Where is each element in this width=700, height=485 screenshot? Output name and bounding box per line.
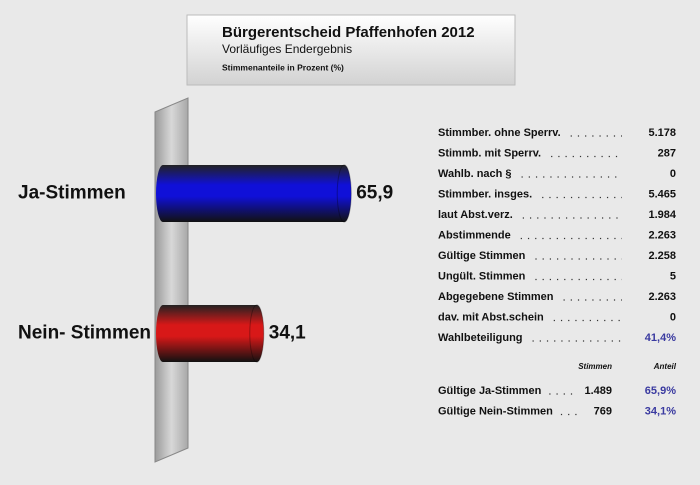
stat-value: 2.258 [648, 250, 676, 262]
stat-label: Gültige Stimmen [438, 250, 526, 262]
column-header: Anteil [653, 362, 677, 371]
stat-value: 5 [670, 270, 676, 282]
bar-cap [336, 164, 352, 223]
chart-note: Stimmenanteile in Prozent (%) [222, 62, 344, 72]
title-box [186, 14, 516, 86]
stat-value: 2.263 [648, 229, 676, 241]
stat-label: Ungült. Stimmen [438, 270, 526, 282]
stat-value: 1.984 [648, 209, 676, 221]
value-label: 34,1 [269, 323, 306, 344]
value-label: 65,9 [356, 183, 393, 204]
stat-label: dav. mit Abst.schein [438, 311, 544, 323]
chart-title: Bürgerentscheid Pfaffenhofen 2012 [222, 24, 475, 41]
stat-label: Wahlb. nach § [438, 168, 512, 180]
bar-base [156, 305, 170, 362]
result-votes: 1.489 [584, 385, 612, 397]
stat-value: 0 [670, 311, 676, 323]
bar [163, 305, 257, 362]
result-votes: 769 [594, 405, 612, 417]
stat-label: laut Abst.verz. [438, 209, 513, 221]
bar-base [156, 165, 170, 222]
result-label: Gültige Ja-Stimmen [438, 385, 542, 397]
bar-cap [249, 304, 265, 363]
stat-label: Abgegebene Stimmen [438, 291, 554, 303]
category-label: Ja-Stimmen [18, 183, 126, 204]
stat-label: Stimmb. mit Sperrv. [438, 147, 541, 159]
category-label: Nein- Stimmen [18, 323, 151, 344]
stat-value: 287 [658, 147, 676, 159]
stat-value: 5.465 [648, 188, 676, 200]
column-header: Stimmen [578, 362, 612, 371]
bar [163, 165, 345, 222]
stat-value: 2.263 [648, 291, 676, 303]
result-label: Gültige Nein-Stimmen [438, 405, 553, 417]
stat-value: 41,4% [645, 332, 676, 344]
stat-label: Abstimmende [438, 229, 511, 241]
stat-value: 5.178 [648, 127, 676, 139]
stat-label: Stimmber. ohne Sperrv. [438, 127, 561, 139]
wall [154, 97, 189, 463]
stat-value: 0 [670, 168, 676, 180]
stat-label: Stimmber. insges. [438, 188, 532, 200]
stat-label: Wahlbeteiligung [438, 332, 523, 344]
result-share: 65,9% [645, 385, 676, 397]
chart-subtitle: Vorläufiges Endergebnis [222, 42, 352, 56]
result-share: 34,1% [645, 405, 676, 417]
